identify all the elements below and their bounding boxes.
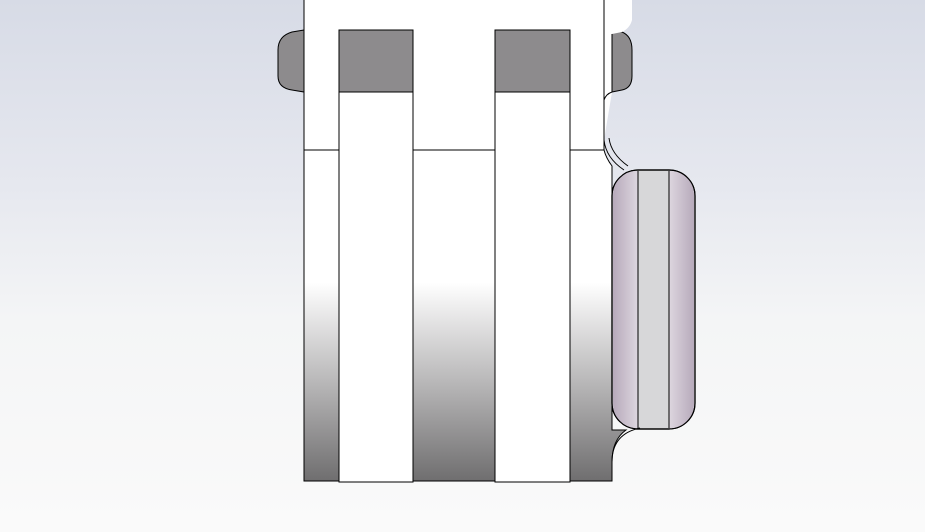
side-tab-right-edge [669, 171, 694, 428]
prong-left [303, 149, 340, 482]
top-fillet-curve [603, 139, 625, 171]
bottom-fillet [611, 427, 641, 481]
right-pillar-edge [603, 34, 613, 101]
side-tab[interactable] [611, 169, 696, 430]
top-fillet-curve-inner [608, 137, 629, 167]
side-tab-left-edge [613, 171, 638, 428]
slot-upper-left [338, 29, 414, 93]
upper-collar-right [611, 29, 633, 93]
upper-right-pillar [604, 0, 632, 140]
slot-gap-left-shade [340, 150, 412, 481]
slot-gap-right-shade [496, 150, 569, 481]
upper-collar-left [277, 29, 305, 93]
slot-upper-right [494, 29, 571, 93]
prong-center [412, 149, 496, 482]
side-tab-border [611, 169, 696, 430]
